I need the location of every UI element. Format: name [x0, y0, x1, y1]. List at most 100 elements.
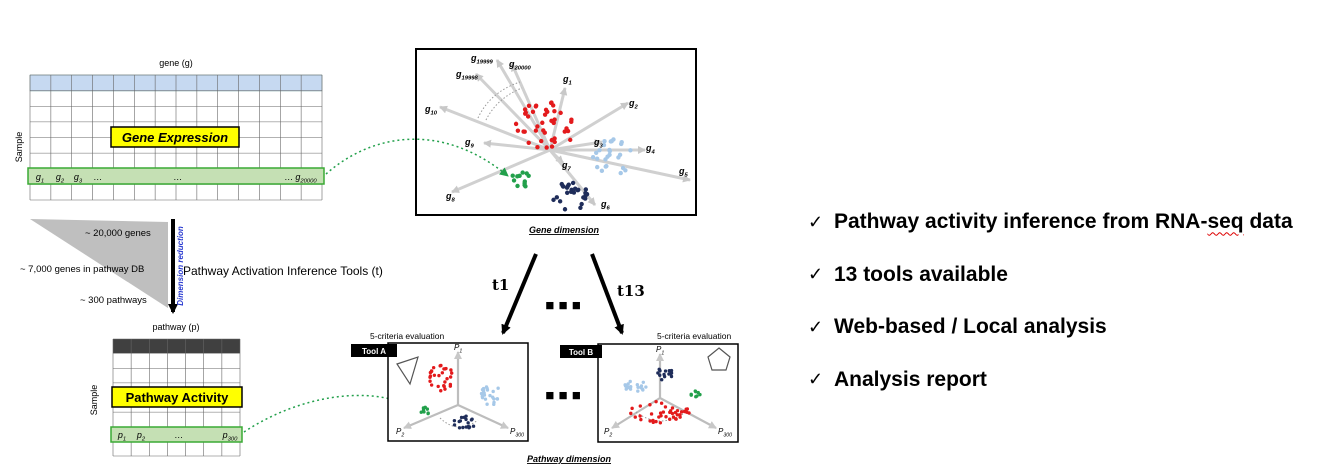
feature-text: 13 tools available	[834, 262, 1008, 286]
expression-column-header: gene (g)	[159, 58, 193, 68]
lightblue-cluster-dot	[629, 385, 633, 389]
gene-axis-label: g10	[424, 104, 438, 117]
red-cluster-dot	[654, 399, 658, 404]
red-cluster-dot	[542, 112, 548, 117]
navy-cluster-dot	[452, 423, 457, 427]
gene-axis-arrow	[549, 101, 629, 152]
lightblue-cluster-dot	[602, 138, 607, 144]
navy-cluster-dot	[579, 201, 584, 207]
pathway-axis-label: P2	[604, 427, 612, 438]
navy-cluster-dot	[667, 372, 671, 376]
pathway-row-cells: p1 p2 … p300	[117, 430, 238, 443]
red-cluster-dot	[668, 410, 672, 415]
red-cluster-dot	[535, 145, 540, 150]
red-cluster-dot	[684, 407, 688, 411]
gene-axis-label: g2	[628, 98, 639, 111]
tool-arrows: t1 t13 ■ ■ ■	[492, 253, 645, 335]
navy-cluster-dot	[562, 207, 568, 212]
pathway-axis-label: P300	[718, 427, 732, 438]
red-cluster-dot	[630, 406, 634, 411]
pathway-row-cell: p1	[117, 430, 126, 443]
navy-cluster-dot	[467, 426, 471, 430]
green-cluster-dot	[423, 405, 427, 410]
navy-cluster-dot	[459, 415, 464, 420]
lightblue-cluster-dot	[480, 395, 485, 400]
pathway-space-plots: P1 P2 P300 P1 P2 P300	[396, 343, 732, 438]
lightblue-cluster-dot	[599, 168, 605, 174]
red-cluster-dot	[526, 103, 532, 108]
expression-row-cell: g20000	[295, 172, 317, 185]
tool-a-eval-label: 5-criteria evaluation	[370, 331, 444, 341]
red-cluster-dot	[668, 417, 672, 421]
red-cluster-dot	[657, 415, 661, 419]
navy-cluster-dot	[469, 418, 474, 422]
red-cluster-dot	[428, 375, 432, 379]
lightblue-cluster-dot	[597, 147, 602, 153]
red-cluster-dot	[523, 110, 529, 115]
red-cluster-dot	[552, 109, 557, 114]
gene-axes-dots-arc	[477, 81, 521, 119]
navy-cluster-dot	[554, 195, 560, 200]
lightblue-cluster-dot	[604, 163, 609, 169]
red-cluster-dot	[448, 375, 453, 379]
lightblue-cluster-dot	[623, 383, 627, 387]
green-cluster-dot	[419, 410, 423, 414]
gene-axis-label: g7	[561, 160, 572, 173]
navy-cluster-dot	[663, 369, 668, 373]
red-cluster-dot	[651, 418, 655, 423]
gene-axis-arrow	[549, 148, 691, 183]
lightblue-cluster-dot	[492, 400, 496, 405]
red-cluster-dot	[533, 104, 539, 109]
green-cluster-dot	[520, 170, 525, 175]
red-cluster-dot	[659, 401, 664, 405]
gene-axis-label: g19998	[455, 69, 479, 82]
red-cluster-dot	[565, 128, 571, 134]
red-cluster-dot	[549, 137, 554, 143]
lightblue-cluster-dot	[594, 156, 600, 161]
red-cluster-dot	[649, 412, 654, 416]
red-cluster-dot	[439, 363, 443, 368]
pathway-ellipsis: ■ ■ ■	[545, 387, 581, 404]
red-cluster-dot	[535, 124, 540, 129]
tool-arrow-label-t13: t13	[617, 282, 645, 300]
lightblue-cluster-dot	[626, 382, 630, 386]
red-cluster-dot	[437, 373, 441, 378]
lightblue-cluster-dot	[488, 393, 492, 398]
lightblue-cluster-dot	[601, 142, 607, 148]
red-cluster-dot	[429, 383, 434, 387]
expression-row-cell: g2	[56, 172, 65, 185]
feature-list: ✓ Pathway activity inference from RNA-se…	[808, 196, 1328, 406]
dimension-reduction: Dimension reduction ~ 20,000 genes ~ 7,0…	[20, 219, 383, 314]
red-cluster-dot	[687, 411, 691, 415]
gene-axis-label: g20000	[508, 59, 532, 72]
lightblue-cluster-dot	[640, 387, 645, 391]
tool-arrow-t1	[501, 253, 538, 335]
navy-cluster-dot	[660, 378, 664, 382]
gene-axis-arrow	[495, 59, 552, 151]
red-cluster-dot	[445, 377, 449, 381]
pathway-axis-label: P2	[396, 427, 404, 438]
connector-pathway-to-tool-a	[243, 394, 413, 433]
lightblue-cluster-dot	[641, 380, 645, 385]
lightblue-cluster-dot	[636, 389, 640, 393]
red-cluster-dot	[675, 413, 680, 417]
gene-axis-arrow	[439, 105, 551, 152]
navy-cluster-dot	[576, 187, 581, 193]
red-cluster-dot	[664, 415, 668, 419]
red-cluster-dot	[658, 421, 663, 425]
lightblue-cluster-dot	[609, 139, 614, 144]
navy-cluster-dot	[564, 185, 570, 190]
red-cluster-dot	[654, 419, 658, 424]
red-cluster-dot	[436, 384, 440, 389]
pathway-axis-arrow	[611, 397, 661, 429]
lightblue-cluster-dot	[619, 139, 624, 145]
gene-axis-label: g4	[645, 143, 656, 156]
gene-axis-label: g9	[464, 137, 475, 150]
navy-cluster-dot	[551, 197, 556, 203]
lightblue-cluster-dot	[628, 379, 632, 384]
gene-axis-label: g5	[678, 166, 689, 179]
lightblue-cluster-dot	[618, 170, 623, 176]
count-pathways: ~ 300 pathways	[80, 295, 147, 306]
